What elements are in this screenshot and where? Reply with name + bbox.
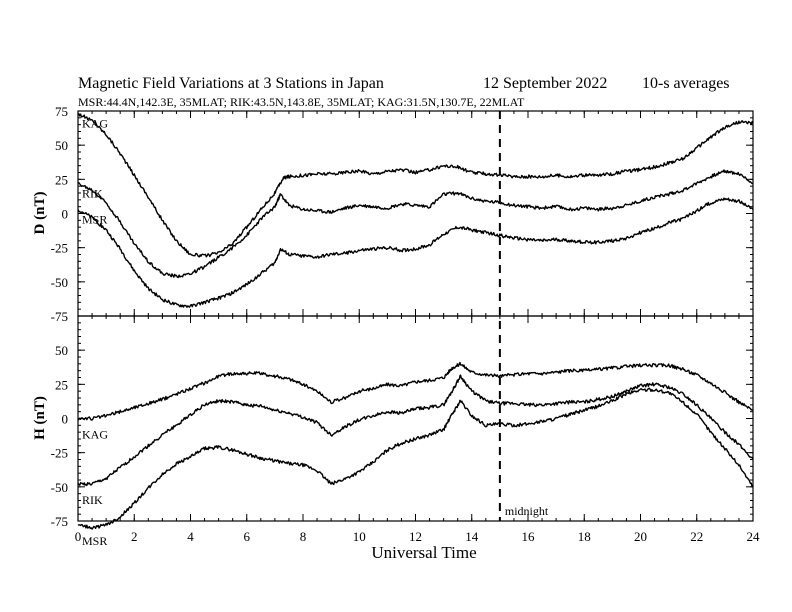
- chart-date: 12 September 2022: [483, 75, 607, 92]
- x-tick-label: 18: [578, 529, 591, 544]
- chart-averaging: 10-s averages: [642, 75, 730, 92]
- y-tick-label: 50: [55, 343, 68, 358]
- y-tick-label: -25: [51, 241, 68, 256]
- station-labels: KAG RIK MSR KAG RIK MSR: [82, 117, 108, 548]
- trace-msr-h: [77, 387, 754, 530]
- h-axis-label: H (nT): [32, 396, 48, 440]
- station-label-kag: KAG: [82, 428, 108, 442]
- y-tick-label: 0: [62, 207, 69, 222]
- x-tick-label: 0: [75, 529, 82, 544]
- x-tick-label: 4: [187, 529, 194, 544]
- x-tick-label: 10: [353, 529, 366, 544]
- trace-rik-d: [77, 169, 753, 279]
- x-tick-label: 16: [522, 529, 536, 544]
- midnight-label: midnight: [505, 504, 549, 518]
- station-coordinates: MSR:44.4N,142.3E, 35MLAT; RIK:43.5N,143.…: [78, 95, 525, 109]
- x-axis-label: Universal Time: [371, 543, 476, 562]
- chart-title: Magnetic Field Variations at 3 Stations …: [78, 75, 384, 92]
- x-tick-label: 22: [690, 529, 703, 544]
- y-tick-label: -50: [51, 275, 68, 290]
- y-tick-label: 50: [55, 138, 68, 153]
- y-tick-label: -75: [51, 514, 68, 529]
- x-tick-label: 2: [131, 529, 138, 544]
- h-panel-frame: [77, 315, 754, 522]
- y-tick-label: -25: [51, 446, 68, 461]
- station-label-rik: RIK: [82, 186, 103, 200]
- trace-kag-h: [77, 361, 754, 421]
- x-tick-label: 6: [244, 529, 251, 544]
- y-tick-label: 25: [55, 172, 68, 187]
- y-tick-label: 75: [55, 104, 68, 119]
- y-tick-label: -50: [51, 480, 68, 495]
- x-tick-label: 8: [300, 529, 307, 544]
- x-tick-label: 14: [465, 529, 479, 544]
- station-label-msr: MSR: [82, 534, 107, 548]
- d-axis-label: D (nT): [32, 192, 48, 235]
- station-label-kag: KAG: [82, 117, 108, 131]
- station-label-msr: MSR: [82, 212, 107, 226]
- station-label-rik: RIK: [82, 493, 103, 507]
- x-tick-label: 24: [747, 529, 761, 544]
- trace-kag-d: [77, 113, 754, 258]
- d-panel-frame: [77, 110, 754, 317]
- y-tick-label: 0: [62, 412, 69, 427]
- tick-marks: [77, 110, 754, 522]
- y-tick-label: -75: [51, 309, 68, 324]
- trace-msr-d: [77, 197, 754, 308]
- x-tick-label: 12: [409, 529, 422, 544]
- y-tick-label: 25: [55, 377, 68, 392]
- x-tick-label: 20: [634, 529, 647, 544]
- data-traces: [77, 113, 754, 530]
- trace-rik-h: [77, 374, 754, 487]
